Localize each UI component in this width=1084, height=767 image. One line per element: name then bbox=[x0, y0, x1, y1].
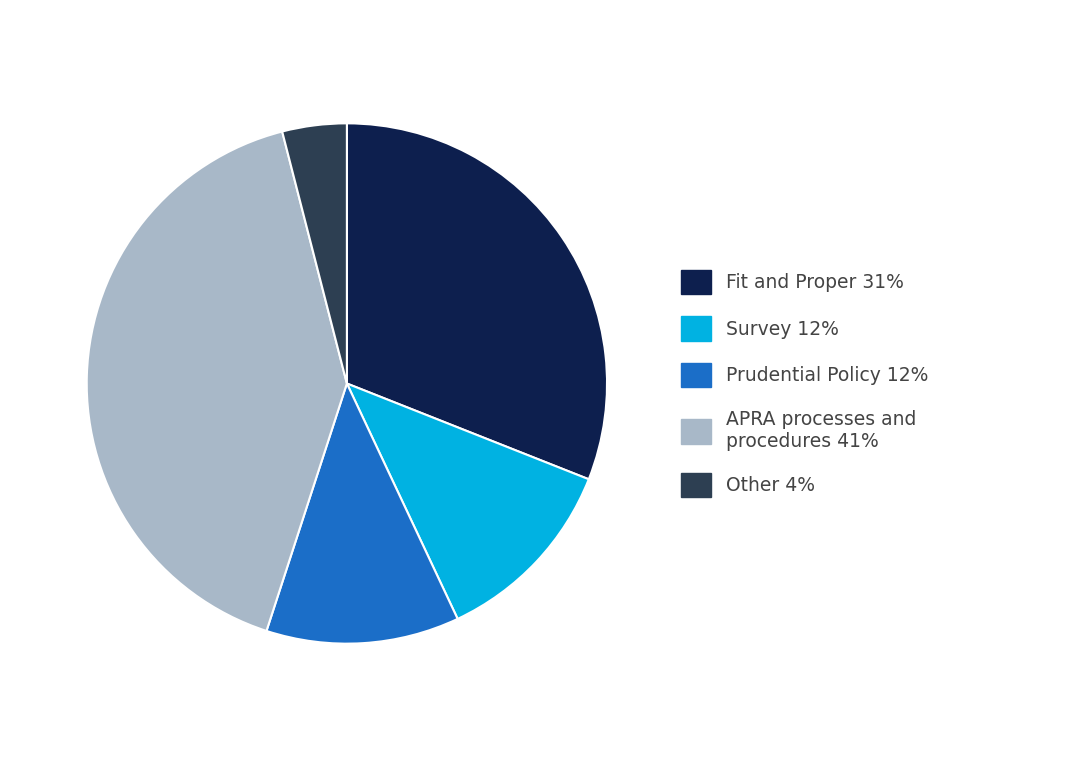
Wedge shape bbox=[347, 384, 589, 619]
Wedge shape bbox=[282, 123, 347, 384]
Wedge shape bbox=[267, 384, 457, 644]
Legend: Fit and Proper 31%, Survey 12%, Prudential Policy 12%, APRA processes and
proced: Fit and Proper 31%, Survey 12%, Prudenti… bbox=[682, 270, 929, 497]
Wedge shape bbox=[87, 131, 347, 631]
Wedge shape bbox=[347, 123, 607, 479]
